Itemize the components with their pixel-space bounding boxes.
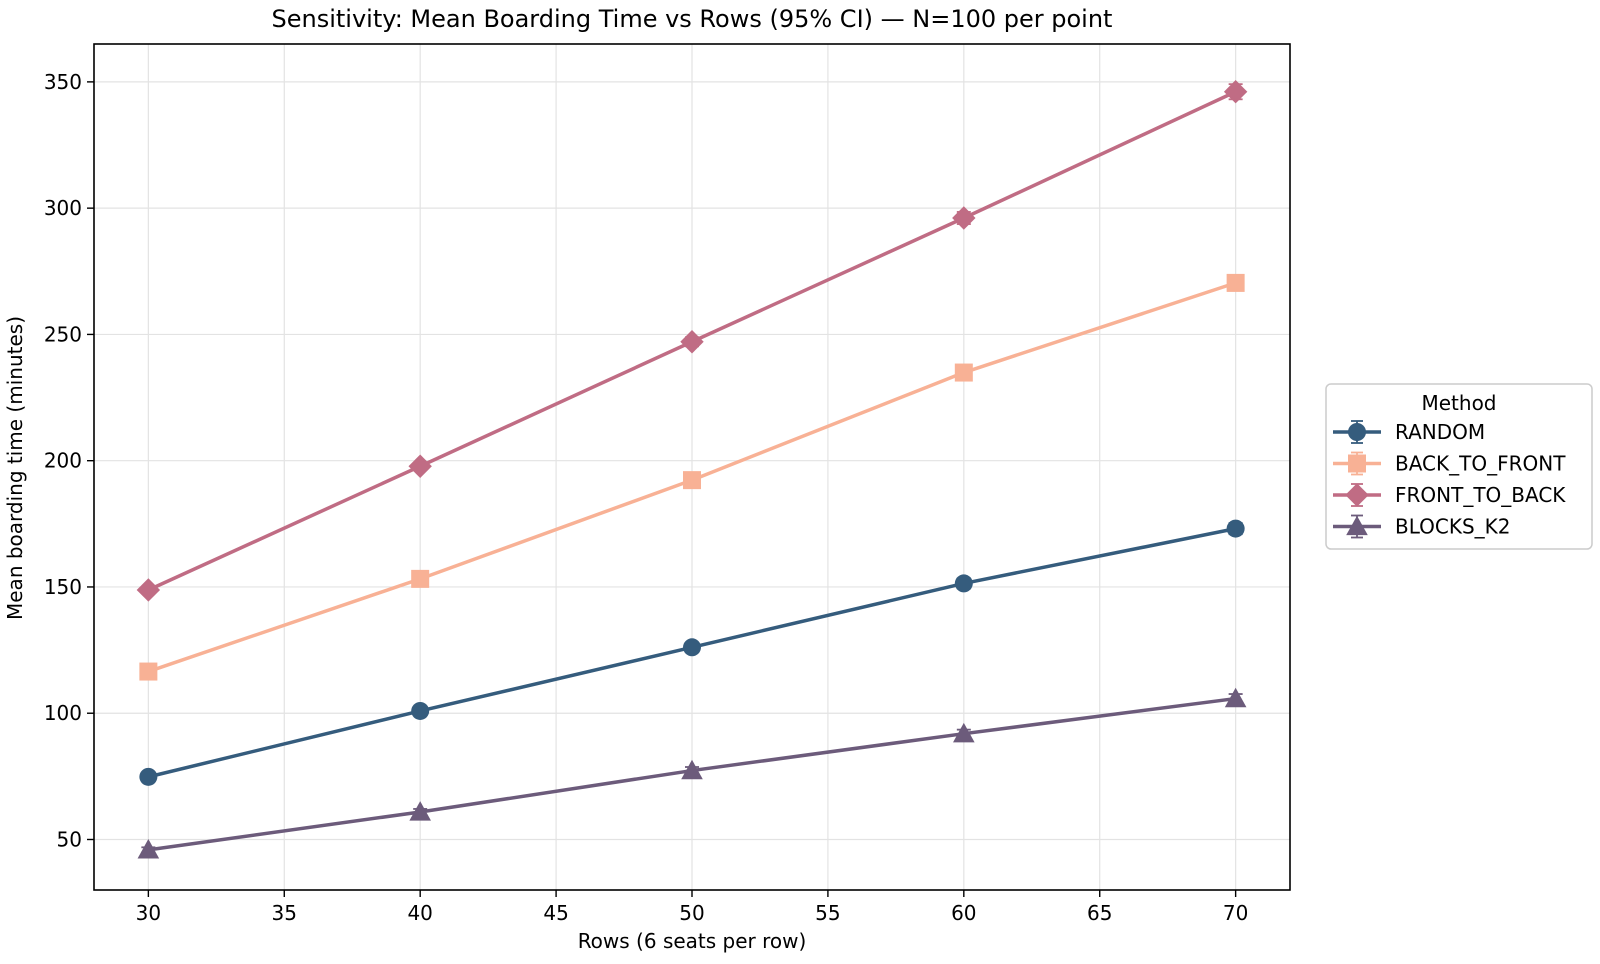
series-blocks-k2 <box>137 687 1247 859</box>
data-point-blocks-k2 <box>681 759 703 780</box>
data-point-back-to-front <box>954 363 973 382</box>
x-tick-label: 35 <box>272 901 297 925</box>
data-point-blocks-k2 <box>953 722 975 743</box>
data-point-back-to-front <box>1226 273 1245 292</box>
legend-marker <box>1348 454 1366 473</box>
data-point-front-to-back <box>408 454 432 478</box>
data-point-back-to-front <box>411 569 430 588</box>
data-point-random <box>411 701 430 720</box>
legend: Method RANDOM BACK_TO_FRONT FRONT_TO_BACK B… <box>1325 383 1593 550</box>
x-tick-label: 30 <box>136 901 161 925</box>
legend-marker <box>1346 515 1368 536</box>
data-point-front-to-back <box>1223 80 1248 104</box>
y-tick-label: 200 <box>44 449 82 473</box>
y-axis-label: Mean boarding time (minutes) <box>3 316 27 620</box>
x-tick-label: 65 <box>1087 901 1112 925</box>
data-point-random <box>139 767 158 786</box>
legend-item-back-to-front: BACK_TO_FRONT <box>1333 452 1566 476</box>
data-point-blocks-k2 <box>137 839 160 859</box>
legend-label: FRONT_TO_BACK <box>1395 483 1566 507</box>
chart-title: Sensitivity: Mean Boarding Time vs Rows … <box>272 5 1113 33</box>
y-tick-label: 50 <box>57 827 82 851</box>
y-tick-label: 100 <box>44 701 82 725</box>
legend-title: Method <box>1421 391 1496 415</box>
plot-series <box>136 80 1248 859</box>
data-point-back-to-front <box>683 471 701 490</box>
series-front-to-back <box>136 80 1248 602</box>
data-point-front-to-back <box>136 578 161 602</box>
legend-item-blocks-k2: BLOCKS_K2 <box>1333 515 1511 539</box>
x-tick-label: 50 <box>679 901 704 925</box>
legend-items: RANDOM BACK_TO_FRONT FRONT_TO_BACK BLOCKS_K… <box>1333 420 1566 539</box>
data-point-random <box>683 638 701 657</box>
data-point-back-to-front <box>139 662 158 681</box>
legend-item-front-to-back: FRONT_TO_BACK <box>1333 483 1566 507</box>
x-tick-label: 70 <box>1223 901 1248 925</box>
x-axis-label: Rows (6 seats per row) <box>578 929 807 953</box>
y-tick-label: 250 <box>44 322 82 346</box>
legend-marker <box>1345 483 1369 507</box>
y-tick-label: 350 <box>44 70 82 94</box>
x-tick-label: 45 <box>543 901 568 925</box>
data-point-blocks-k2 <box>409 801 431 821</box>
x-tick-label: 60 <box>951 901 976 925</box>
data-point-front-to-back <box>680 330 704 354</box>
legend-label: BACK_TO_FRONT <box>1395 452 1566 476</box>
series-random <box>139 519 1245 786</box>
legend-label: RANDOM <box>1395 420 1485 444</box>
x-tick-label: 55 <box>815 901 840 925</box>
data-point-blocks-k2 <box>1224 687 1247 708</box>
x-tick-label: 40 <box>407 901 432 925</box>
data-point-random <box>1226 519 1245 538</box>
y-tick-label: 150 <box>44 575 82 599</box>
data-point-random <box>954 574 973 593</box>
legend-marker <box>1348 423 1366 441</box>
legend-label: BLOCKS_K2 <box>1395 515 1511 539</box>
legend-item-random: RANDOM <box>1333 420 1485 444</box>
series-back-to-front <box>139 273 1245 681</box>
data-point-front-to-back <box>952 206 976 230</box>
legend-box <box>1325 383 1593 550</box>
y-tick-label: 300 <box>44 196 82 220</box>
axes: 30 35 40 45 50 55 60 65 70 50 100 150 200 250 300 350 <box>44 70 1249 925</box>
